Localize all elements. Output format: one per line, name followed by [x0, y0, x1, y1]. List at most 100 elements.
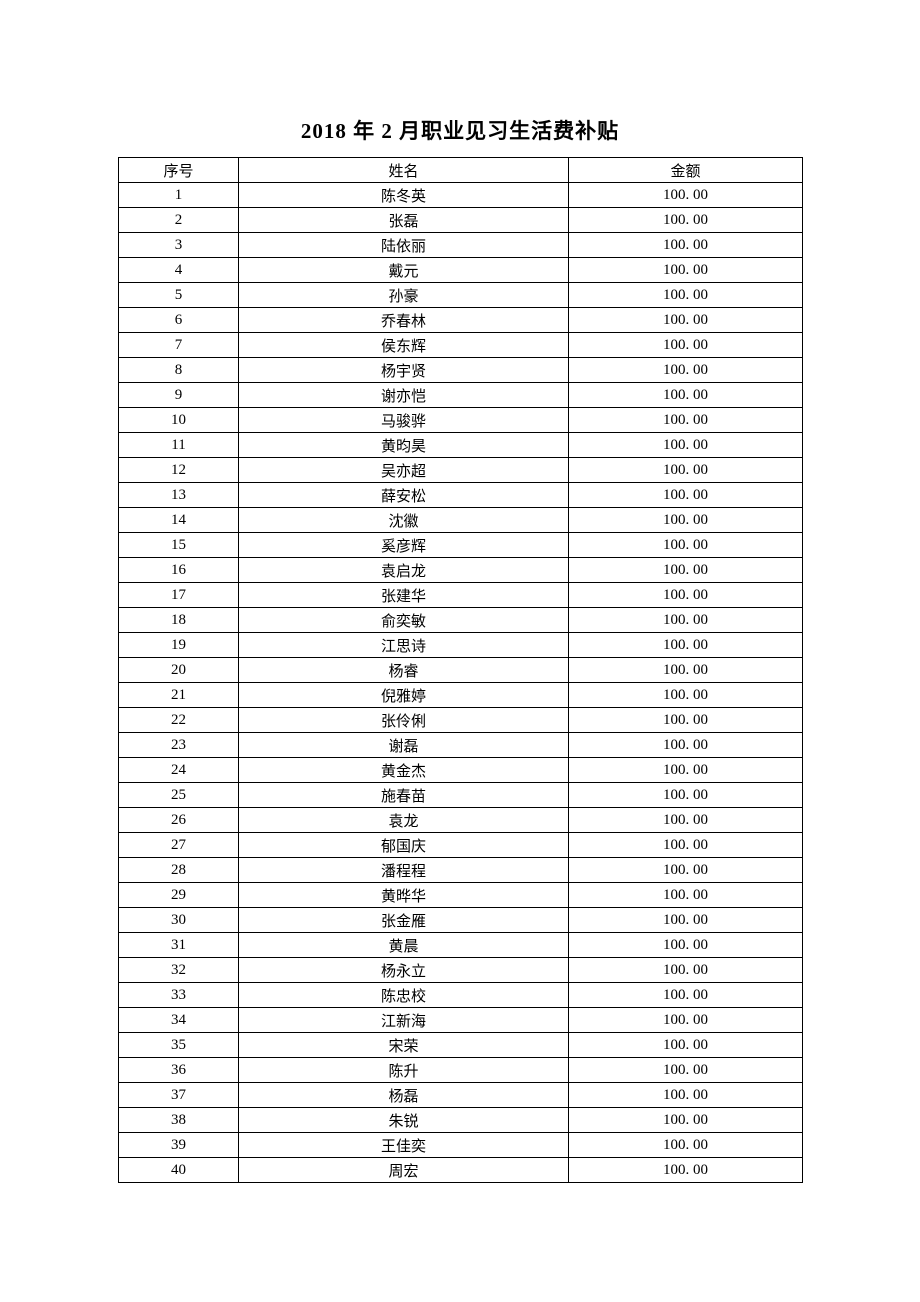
cell-seq: 2: [119, 208, 239, 233]
cell-name: 施春苗: [239, 783, 569, 808]
cell-name: 周宏: [239, 1158, 569, 1183]
table-row: 6乔春林100. 00: [119, 308, 803, 333]
table-row: 15奚彦辉100. 00: [119, 533, 803, 558]
cell-name: 谢磊: [239, 733, 569, 758]
cell-name: 张磊: [239, 208, 569, 233]
cell-seq: 39: [119, 1133, 239, 1158]
cell-seq: 24: [119, 758, 239, 783]
cell-seq: 40: [119, 1158, 239, 1183]
cell-amount: 100. 00: [569, 908, 803, 933]
cell-name: 江新海: [239, 1008, 569, 1033]
table-row: 36陈升100. 00: [119, 1058, 803, 1083]
cell-name: 王佳奕: [239, 1133, 569, 1158]
cell-amount: 100. 00: [569, 683, 803, 708]
cell-amount: 100. 00: [569, 233, 803, 258]
cell-seq: 7: [119, 333, 239, 358]
cell-amount: 100. 00: [569, 433, 803, 458]
cell-seq: 35: [119, 1033, 239, 1058]
cell-name: 马骏骅: [239, 408, 569, 433]
table-row: 7侯东辉100. 00: [119, 333, 803, 358]
cell-seq: 4: [119, 258, 239, 283]
cell-seq: 11: [119, 433, 239, 458]
cell-name: 乔春林: [239, 308, 569, 333]
cell-name: 黄晔华: [239, 883, 569, 908]
cell-name: 杨睿: [239, 658, 569, 683]
cell-seq: 38: [119, 1108, 239, 1133]
table-row: 13薛安松100. 00: [119, 483, 803, 508]
table-row: 1陈冬英100. 00: [119, 183, 803, 208]
cell-seq: 25: [119, 783, 239, 808]
table-row: 26袁龙100. 00: [119, 808, 803, 833]
cell-amount: 100. 00: [569, 833, 803, 858]
cell-name: 张金雁: [239, 908, 569, 933]
table-row: 16袁启龙100. 00: [119, 558, 803, 583]
cell-amount: 100. 00: [569, 958, 803, 983]
table-row: 8杨宇贤100. 00: [119, 358, 803, 383]
table-row: 11黄昀昊100. 00: [119, 433, 803, 458]
cell-amount: 100. 00: [569, 1158, 803, 1183]
cell-name: 袁龙: [239, 808, 569, 833]
cell-amount: 100. 00: [569, 708, 803, 733]
table-row: 37杨磊100. 00: [119, 1083, 803, 1108]
header-seq: 序号: [119, 158, 239, 183]
cell-seq: 10: [119, 408, 239, 433]
cell-seq: 6: [119, 308, 239, 333]
table-row: 33陈忠校100. 00: [119, 983, 803, 1008]
cell-seq: 22: [119, 708, 239, 733]
table-row: 20杨睿100. 00: [119, 658, 803, 683]
table-row: 38朱锐100. 00: [119, 1108, 803, 1133]
cell-seq: 1: [119, 183, 239, 208]
cell-seq: 21: [119, 683, 239, 708]
cell-amount: 100. 00: [569, 1058, 803, 1083]
table-row: 27郁国庆100. 00: [119, 833, 803, 858]
cell-amount: 100. 00: [569, 533, 803, 558]
cell-seq: 37: [119, 1083, 239, 1108]
cell-name: 孙豪: [239, 283, 569, 308]
cell-seq: 8: [119, 358, 239, 383]
cell-amount: 100. 00: [569, 508, 803, 533]
cell-amount: 100. 00: [569, 808, 803, 833]
cell-seq: 29: [119, 883, 239, 908]
cell-amount: 100. 00: [569, 608, 803, 633]
cell-name: 张伶俐: [239, 708, 569, 733]
table-row: 9谢亦恺100. 00: [119, 383, 803, 408]
table-row: 32杨永立100. 00: [119, 958, 803, 983]
cell-seq: 28: [119, 858, 239, 883]
table-row: 14沈徽100. 00: [119, 508, 803, 533]
table-row: 5孙豪100. 00: [119, 283, 803, 308]
cell-name: 黄晨: [239, 933, 569, 958]
cell-seq: 30: [119, 908, 239, 933]
cell-name: 朱锐: [239, 1108, 569, 1133]
cell-seq: 12: [119, 458, 239, 483]
cell-name: 俞奕敏: [239, 608, 569, 633]
subsidy-table: 序号 姓名 金额 1陈冬英100. 002张磊100. 003陆依丽100. 0…: [118, 157, 803, 1183]
table-row: 23谢磊100. 00: [119, 733, 803, 758]
cell-name: 陈冬英: [239, 183, 569, 208]
cell-amount: 100. 00: [569, 1108, 803, 1133]
table-row: 4戴元100. 00: [119, 258, 803, 283]
table-row: 40周宏100. 00: [119, 1158, 803, 1183]
cell-amount: 100. 00: [569, 483, 803, 508]
page-title: 2018 年 2 月职业见习生活费补贴: [118, 115, 802, 145]
cell-amount: 100. 00: [569, 933, 803, 958]
header-amount: 金额: [569, 158, 803, 183]
cell-seq: 9: [119, 383, 239, 408]
table-header-row: 序号 姓名 金额: [119, 158, 803, 183]
cell-amount: 100. 00: [569, 1083, 803, 1108]
table-row: 17张建华100. 00: [119, 583, 803, 608]
cell-name: 倪雅婷: [239, 683, 569, 708]
cell-amount: 100. 00: [569, 758, 803, 783]
cell-amount: 100. 00: [569, 633, 803, 658]
table-row: 29黄晔华100. 00: [119, 883, 803, 908]
cell-seq: 33: [119, 983, 239, 1008]
cell-seq: 17: [119, 583, 239, 608]
cell-seq: 26: [119, 808, 239, 833]
cell-amount: 100. 00: [569, 458, 803, 483]
cell-seq: 23: [119, 733, 239, 758]
cell-name: 袁启龙: [239, 558, 569, 583]
cell-name: 杨磊: [239, 1083, 569, 1108]
cell-amount: 100. 00: [569, 358, 803, 383]
cell-amount: 100. 00: [569, 858, 803, 883]
cell-name: 黄昀昊: [239, 433, 569, 458]
cell-name: 杨永立: [239, 958, 569, 983]
